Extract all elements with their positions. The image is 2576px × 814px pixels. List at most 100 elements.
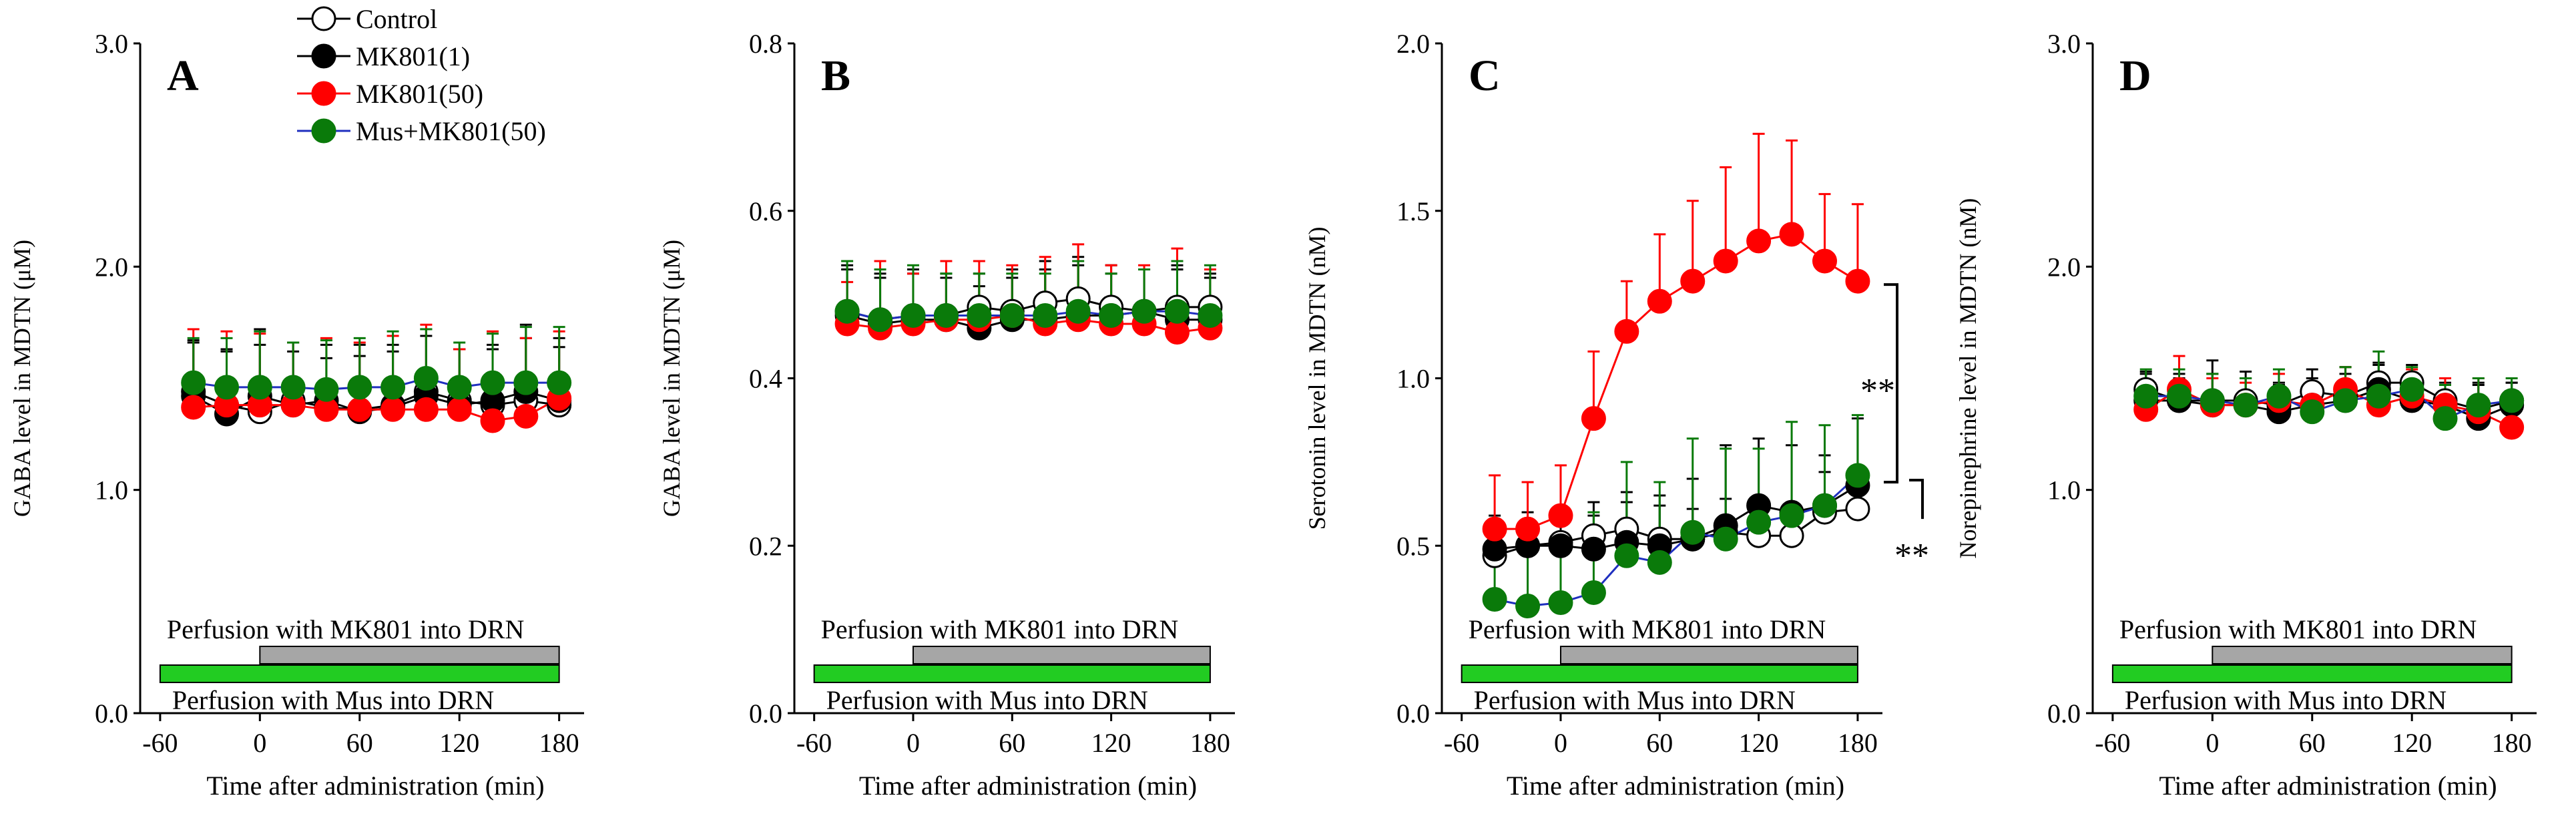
panel-d: 0.0 1.0 2.0 3.0 -60 0 60 120 180 Time after admin…: [1955, 29, 2537, 801]
data-point: [2266, 383, 2292, 409]
mk801-perfusion-label: Perfusion with MK801 into DRN: [821, 614, 1179, 644]
legend-label: MK801(1): [356, 41, 470, 71]
data-point: [1713, 248, 1738, 274]
data-point: [181, 370, 206, 395]
x-tick-label: 0: [253, 728, 266, 758]
panel-label: A: [167, 51, 199, 100]
series-2-points: [1482, 222, 1870, 542]
legend-item: MK801(50): [297, 79, 483, 109]
mus-perfusion-bar: [159, 664, 560, 683]
significance-label: **: [1860, 372, 1895, 410]
series-1-error-bars: [2139, 359, 2518, 419]
legend-label: MK801(50): [356, 79, 483, 109]
y-tick-label: 1.5: [1396, 196, 1430, 226]
mus-perfusion-bar: [813, 664, 1211, 683]
data-point: [1482, 516, 1507, 542]
y-tick-label: 0.4: [749, 364, 782, 394]
x-tick-label: 0: [907, 728, 920, 758]
legend-marker: [311, 6, 336, 31]
y-tick-label: 2.0: [95, 252, 128, 282]
significance-label: **: [1894, 537, 1929, 575]
data-point: [1845, 463, 1870, 488]
significance-bracket: [1909, 478, 1924, 520]
y-tick-label: 1.0: [2047, 475, 2081, 505]
data-point: [999, 302, 1025, 328]
data-point: [2300, 399, 2325, 425]
x-tick-label: -60: [1444, 728, 1479, 758]
data-point: [2432, 406, 2458, 431]
mus-perfusion-label: Perfusion with Mus into DRN: [2125, 685, 2446, 715]
mk801-perfusion-bar: [259, 646, 560, 664]
x-tick-label: 120: [1091, 728, 1131, 758]
series-2-points: [834, 302, 1223, 345]
data-point: [380, 375, 406, 400]
data-point: [1198, 302, 1223, 328]
data-point: [2499, 388, 2525, 413]
data-point: [2366, 383, 2391, 409]
data-point: [1548, 503, 1573, 528]
significance-bracket: [1884, 283, 1898, 483]
data-point: [1779, 222, 1804, 247]
series-1-error-bars: [1489, 417, 1864, 550]
data-point: [214, 375, 240, 400]
data-point: [1845, 268, 1870, 294]
y-axis-title: GABA level in MDTN (μM): [9, 240, 35, 517]
data-point: [1647, 550, 1672, 575]
series-3-points: [181, 366, 572, 402]
data-point: [1812, 248, 1837, 274]
x-tick-label: 120: [2392, 728, 2432, 758]
data-point: [834, 298, 860, 324]
data-point: [1647, 288, 1672, 314]
data-point: [347, 375, 372, 400]
y-tick-label: 0.0: [749, 698, 782, 729]
legend-marker: [311, 43, 336, 69]
data-point: [1680, 268, 1706, 294]
data-point: [1164, 320, 1190, 345]
mus-perfusion-label: Perfusion with Mus into DRN: [1474, 685, 1796, 715]
data-point: [1845, 496, 1870, 522]
legend-marker: [311, 81, 336, 106]
x-tick-label: 180: [1190, 728, 1230, 758]
y-tick-label: 3.0: [2047, 29, 2081, 59]
mk801-perfusion-bar: [1559, 646, 1858, 664]
panel-a: 0.0 1.0 2.0 3.0 -60 0 60 120 180 Time after admin…: [9, 29, 584, 801]
y-tick-label: 0.0: [95, 698, 128, 729]
data-point: [2466, 393, 2491, 418]
data-point: [1746, 510, 1772, 535]
data-point: [1680, 520, 1706, 545]
series-2-error-bars: [2139, 355, 2518, 428]
x-tick-label: 60: [346, 728, 373, 758]
x-tick-label: 180: [1838, 728, 1878, 758]
data-point: [2233, 393, 2258, 418]
mk801-perfusion-label: Perfusion with MK801 into DRN: [1469, 614, 1826, 644]
x-tick-label: 60: [2299, 728, 2326, 758]
data-point: [480, 370, 505, 395]
data-point: [547, 370, 572, 395]
panel-c: 0.0 0.5 1.0 1.5 2.0 -60 0 60 120 180 Time after ad…: [1304, 29, 1929, 801]
y-axis-title: GABA level in MDTN (μM): [658, 240, 685, 517]
data-point: [868, 307, 893, 333]
series-3-points: [834, 298, 1223, 333]
data-point: [933, 302, 959, 328]
data-point: [1164, 298, 1190, 324]
data-point: [413, 366, 439, 391]
legend-label: Control: [356, 4, 437, 34]
data-point: [2499, 415, 2525, 440]
data-point: [447, 375, 472, 400]
series-1-error-bars: [187, 323, 565, 414]
data-point: [1515, 516, 1541, 542]
y-axis-title: Norepinephrine level in MDTN (nM): [1955, 198, 1981, 559]
x-axis-title: Time after administration (min): [859, 771, 1197, 801]
data-point: [967, 302, 992, 328]
data-point: [347, 397, 372, 422]
data-point: [181, 395, 206, 420]
series-0-error-bars: [187, 335, 565, 412]
y-tick-label: 0.0: [1396, 698, 1430, 729]
legend-item: Control: [297, 4, 437, 34]
data-point: [1099, 302, 1124, 328]
x-tick-label: 120: [439, 728, 479, 758]
x-tick-label: 0: [1554, 728, 1567, 758]
data-point: [1581, 536, 1606, 562]
data-point: [1548, 533, 1573, 558]
